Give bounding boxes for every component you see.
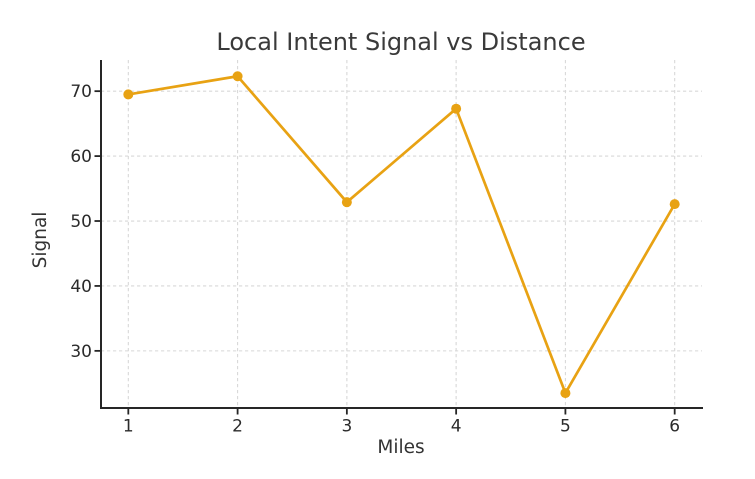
data-point-marker <box>123 89 134 100</box>
y-tick-label: 60 <box>70 147 92 167</box>
data-point-marker <box>341 197 352 208</box>
x-tick-label: 1 <box>123 417 134 437</box>
tick-labels: 1 2 3 4 5 6 30 40 50 60 70 <box>70 82 680 436</box>
x-tick-label: 5 <box>560 417 571 437</box>
data-series <box>123 71 680 399</box>
x-tick-label: 4 <box>451 417 462 437</box>
data-point-marker <box>669 199 680 210</box>
x-tick-label: 2 <box>232 417 243 437</box>
y-tick-label: 50 <box>70 212 92 232</box>
series-line <box>126 74 677 395</box>
x-axis-label: Miles <box>377 437 424 458</box>
data-point-marker <box>451 103 462 114</box>
data-point-marker <box>560 388 571 399</box>
data-point-marker <box>232 71 243 82</box>
x-tick-label: 3 <box>341 417 352 437</box>
x-tick-label: 6 <box>669 417 680 437</box>
y-tick-label: 70 <box>70 82 92 102</box>
chart-title: Local Intent Signal vs Distance <box>216 28 585 56</box>
y-axis-label: Signal <box>30 212 51 269</box>
axes <box>94 60 703 415</box>
y-tick-label: 40 <box>70 277 92 297</box>
gridlines <box>101 60 702 408</box>
y-tick-label: 30 <box>70 342 92 362</box>
